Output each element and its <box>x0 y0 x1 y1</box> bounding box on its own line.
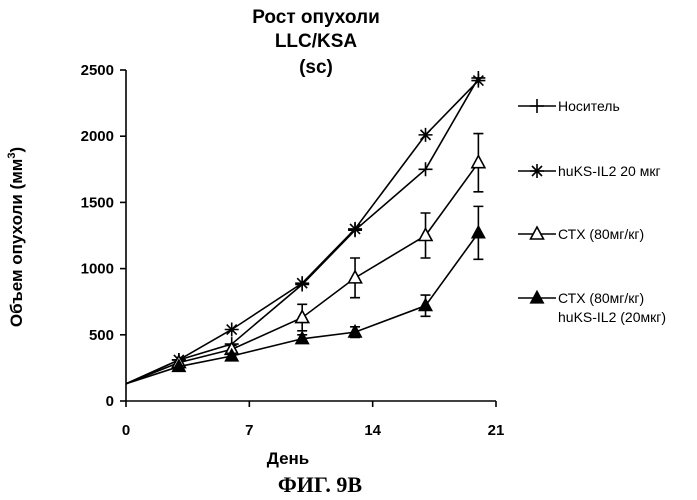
series-line <box>126 163 478 384</box>
legend-entry-3: СТХ (80мг/кг) <box>518 226 644 242</box>
data-point <box>225 323 239 337</box>
legend-marker <box>531 291 544 303</box>
legend-entry-1: Носитель <box>518 98 620 114</box>
x-tick-label: 7 <box>245 422 253 439</box>
y-tick-label: 1000 <box>81 261 114 278</box>
chart-title-line-1: Рост опухоли <box>252 7 380 28</box>
series-3 <box>126 134 485 384</box>
data-point <box>348 222 362 236</box>
legend: НосительhuKS-IL2 20 мкгСТХ (80мг/кг)СТХ … <box>518 98 666 325</box>
x-tick-label: 0 <box>122 422 130 439</box>
y-tick-label: 2000 <box>81 128 114 145</box>
legend-label: Носитель <box>558 98 620 114</box>
legend-label: huKS-IL2 20 мкг <box>558 163 661 179</box>
x-tick-label: 14 <box>364 422 381 439</box>
legend-entry-4: СТХ (80мг/кг) huKS-IL2 (20мкг) <box>518 290 666 325</box>
legend-label: huKS-IL2 (20мкг) <box>558 309 666 325</box>
plot-area <box>126 71 485 384</box>
chart-title-line-2: LLC/KSA <box>275 31 358 52</box>
legend-entry-2: huKS-IL2 20 мкг <box>518 163 661 179</box>
data-point <box>296 311 309 323</box>
y-tick-label: 0 <box>106 393 114 410</box>
y-tick-label: 1500 <box>81 194 114 211</box>
y-axis-label: Объем опухоли (мм3) <box>6 147 26 327</box>
data-point <box>472 156 485 168</box>
data-point <box>349 271 362 283</box>
legend-label: СТХ (80мг/кг) <box>558 226 644 242</box>
y-axis-label-text: Объем опухоли (мм <box>7 159 26 328</box>
x-tick-label: 21 <box>488 422 505 439</box>
y-tick-label: 2500 <box>81 62 114 79</box>
y-axis-label-suffix: ) <box>7 147 26 153</box>
data-point <box>419 128 433 142</box>
figure-caption: ФИГ. 9В <box>278 472 363 497</box>
data-point <box>295 276 309 290</box>
data-point <box>472 226 485 238</box>
chart-title-line-3: (sc) <box>299 57 333 78</box>
legend-marker <box>530 99 544 113</box>
legend-marker <box>531 227 544 239</box>
legend-label: СТХ (80мг/кг) <box>558 290 644 306</box>
y-tick-label: 500 <box>89 327 114 344</box>
data-point <box>471 74 485 88</box>
legend-marker <box>530 164 544 178</box>
tumor-growth-chart: Рост опухоли LLC/KSA (sc) Объем опухоли … <box>0 0 697 500</box>
x-axis-label: День <box>267 449 310 468</box>
